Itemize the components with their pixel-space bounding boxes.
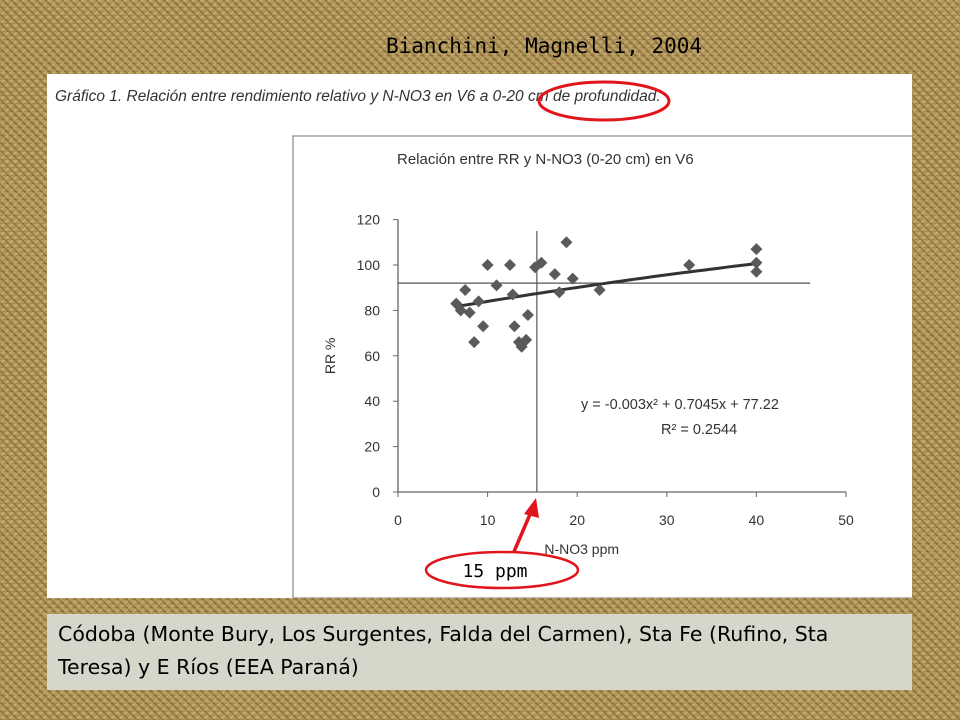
x-tick-label: 30 (659, 512, 675, 528)
data-point (508, 320, 521, 333)
data-point (477, 320, 490, 333)
data-point (750, 256, 763, 269)
data-point (535, 256, 548, 269)
y-tick-label: 0 (372, 484, 380, 500)
data-point (463, 306, 476, 319)
trend-equation: y = -0.003x² + 0.7045x + 77.22 (581, 397, 779, 413)
data-point (481, 259, 494, 271)
chart: Relación entre RR y N-NO3 (0-20 cm) en V… (292, 80, 912, 598)
x-axis-label: N-NO3 ppm (544, 541, 619, 557)
data-point (521, 308, 534, 321)
y-tick-label: 100 (357, 257, 381, 273)
x-tick-label: 20 (569, 512, 585, 528)
r-squared: R² = 0.2544 (661, 422, 737, 438)
data-point (468, 336, 481, 349)
data-point (520, 333, 533, 346)
slide-title: Bianchini, Magnelli, 2004 (386, 34, 703, 58)
data-point (750, 265, 763, 278)
chart-frame (292, 135, 912, 598)
y-tick-label: 60 (364, 348, 380, 364)
data-point (454, 304, 467, 317)
annotation-ellipse (424, 550, 580, 590)
arrow-head (524, 498, 539, 518)
y-axis-label: RR % (322, 338, 338, 375)
data-point (490, 279, 503, 292)
data-point (750, 243, 763, 256)
x-tick-label: 10 (480, 512, 496, 528)
x-tick-label: 0 (394, 512, 402, 528)
footer-box: Códoba (Monte Bury, Los Surgentes, Falda… (47, 614, 912, 690)
figure-caption: Gráfico 1. Relación entre rendimiento re… (55, 88, 661, 105)
scanned-figure: Gráfico 1. Relación entre rendimiento re… (47, 74, 912, 598)
x-tick-label: 40 (749, 512, 765, 528)
data-point (566, 272, 579, 285)
data-point (548, 268, 561, 281)
footer-text: Códoba (Monte Bury, Los Surgentes, Falda… (58, 622, 829, 679)
annotation-label: 15 ppm (462, 561, 527, 582)
data-point (506, 288, 519, 301)
arrow-shaft (511, 511, 533, 555)
chart-title: Relación entre RR y N-NO3 (0-20 cm) en V… (397, 151, 694, 168)
data-point (472, 295, 485, 308)
x-tick-label: 50 (838, 512, 854, 528)
y-tick-label: 80 (364, 302, 380, 318)
highlight-ellipse (537, 80, 671, 122)
data-point (553, 286, 566, 299)
y-tick-label: 40 (364, 393, 380, 409)
trend-line (455, 262, 757, 309)
data-point (560, 236, 573, 249)
y-tick-label: 120 (357, 212, 381, 228)
data-point (504, 259, 516, 271)
data-point (593, 283, 606, 296)
data-point (683, 259, 696, 271)
y-tick-label: 20 (364, 439, 380, 455)
data-point (459, 283, 472, 296)
